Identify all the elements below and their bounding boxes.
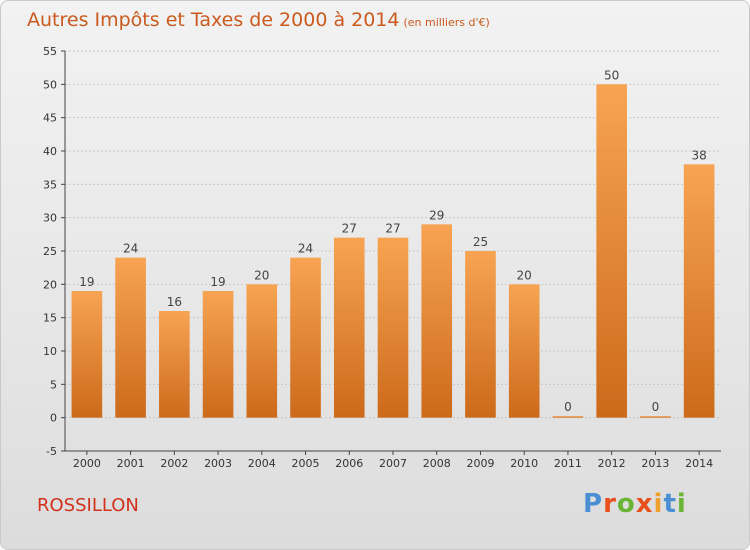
bar	[552, 416, 584, 418]
bar-value-label: 29	[429, 208, 444, 222]
bar	[290, 257, 321, 418]
y-tick-label: 50	[43, 78, 57, 91]
bar-value-label: 19	[210, 275, 225, 289]
bar-value-label: 24	[298, 242, 313, 256]
logo-letter: r	[603, 489, 617, 519]
bar	[421, 224, 453, 418]
x-tick-label: 2006	[335, 457, 363, 470]
x-tick-label: 2012	[598, 457, 626, 470]
bar	[683, 164, 715, 418]
logo-letter: t	[663, 489, 677, 519]
bar-value-label: 50	[604, 68, 619, 82]
bar-value-label: 38	[691, 148, 706, 162]
x-tick-label: 2013	[641, 457, 669, 470]
bar-value-label: 27	[385, 222, 400, 236]
bar	[640, 416, 671, 418]
bar	[465, 251, 496, 418]
logo-letter: i	[676, 489, 687, 519]
axes	[61, 50, 721, 455]
logo-letter: o	[616, 489, 636, 519]
bar-value-label: 16	[167, 295, 182, 309]
x-tick-label: 2008	[423, 457, 451, 470]
labels: -505101520253035404550551920002420011620…	[43, 45, 713, 470]
y-tick-label: 40	[43, 145, 57, 158]
bar	[115, 257, 146, 418]
logo-letter: i	[653, 489, 664, 519]
y-tick-label: 55	[43, 45, 57, 58]
y-tick-label: 30	[43, 212, 57, 225]
x-tick-label: 2014	[685, 457, 713, 470]
bar	[596, 84, 627, 418]
x-tick-label: 2005	[292, 457, 320, 470]
bar-value-label: 20	[254, 268, 269, 282]
x-tick-label: 2011	[554, 457, 582, 470]
bar	[71, 291, 103, 418]
bars	[71, 84, 715, 418]
bar-value-label: 25	[473, 235, 488, 249]
logo-letter: x	[635, 489, 654, 519]
chart-unit: (en milliers d'€)	[403, 16, 490, 29]
x-tick-label: 2010	[510, 457, 538, 470]
chart-title: Autres Impôts et Taxes de 2000 à 2014 (en…	[27, 9, 490, 31]
y-tick-label: 10	[43, 345, 57, 358]
y-tick-label: -5	[46, 445, 57, 458]
x-tick-label: 2009	[466, 457, 494, 470]
bar	[246, 284, 278, 418]
y-tick-label: 35	[43, 178, 57, 191]
y-tick-label: 20	[43, 278, 57, 291]
bar-value-label: 0	[652, 400, 660, 414]
y-tick-label: 45	[43, 112, 57, 125]
bar	[377, 237, 409, 418]
y-tick-label: 15	[43, 312, 57, 325]
bar	[333, 237, 365, 418]
bar-value-label: 0	[564, 400, 572, 414]
chart-title-text: Autres Impôts et Taxes de 2000 à 2014	[27, 9, 400, 31]
x-tick-label: 2000	[73, 457, 101, 470]
bar-value-label: 27	[342, 222, 357, 236]
x-tick-label: 2001	[117, 457, 145, 470]
location-name: ROSSILLON	[37, 495, 139, 516]
y-tick-label: 25	[43, 245, 57, 258]
proxiti-logo: Proxiti	[583, 489, 687, 519]
bar	[508, 284, 540, 418]
bar-value-label: 20	[517, 268, 532, 282]
bar	[159, 311, 190, 418]
bar	[202, 291, 234, 418]
logo-letter: P	[583, 489, 604, 519]
bar-value-label: 19	[79, 275, 94, 289]
x-tick-label: 2002	[160, 457, 188, 470]
x-tick-label: 2004	[248, 457, 276, 470]
bar-value-label: 24	[123, 242, 138, 256]
x-tick-label: 2003	[204, 457, 232, 470]
y-tick-label: 0	[50, 412, 57, 425]
x-tick-label: 2007	[379, 457, 407, 470]
y-tick-label: 5	[50, 378, 57, 391]
